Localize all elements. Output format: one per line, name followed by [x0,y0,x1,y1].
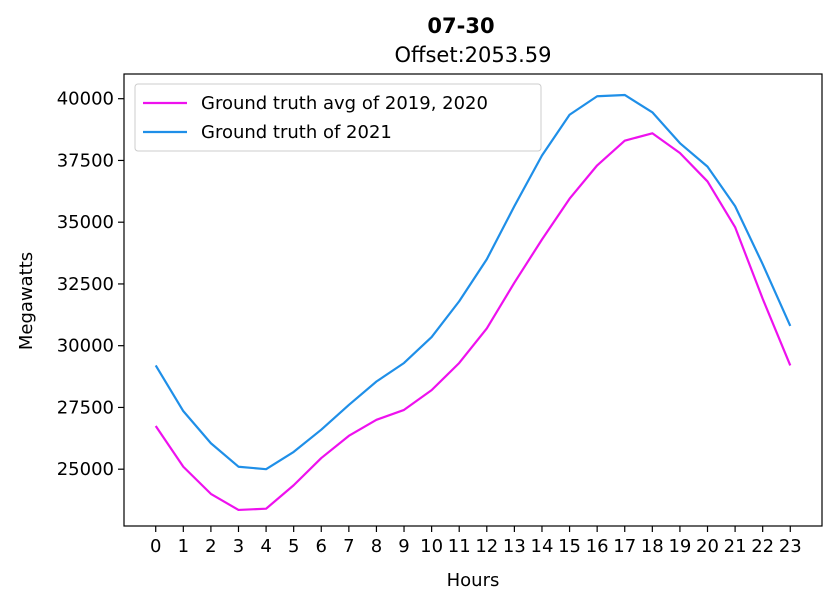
x-tick-label: 19 [668,536,691,557]
x-tick-label: 7 [343,536,354,557]
x-tick-label: 20 [696,536,719,557]
x-tick-label: 13 [503,536,526,557]
x-tick-label: 15 [558,536,581,557]
chart-subtitle: Offset:2053.59 [394,43,551,67]
x-tick-label: 11 [448,536,471,557]
series-lines [154,93,792,512]
x-tick-label: 8 [371,536,382,557]
x-tick-label: 16 [586,536,609,557]
x-tick-label: 12 [475,536,498,557]
x-tick-label: 5 [288,536,299,557]
x-axis: 0 1 2 3 4 5 6 7 8 9 10 11 12 13 14 15 16 17 18 19 20 21 22 23 [150,526,802,557]
y-tick-label: 40000 [57,89,114,110]
series-line-0 [154,132,792,512]
x-tick-label: 1 [178,536,189,557]
chart-title: 07-30 [427,14,494,38]
legend-label: Ground truth avg of 2019, 2020 [201,93,488,114]
x-tick-label: 3 [233,536,244,557]
x-tick-label: 18 [641,536,664,557]
x-tick-label: 17 [613,536,636,557]
x-axis-label: Hours [447,570,500,591]
x-tick-label: 23 [779,536,802,557]
y-tick-label: 27500 [57,397,114,418]
x-tick-label: 2 [205,536,216,557]
x-tick-label: 21 [724,536,747,557]
x-tick-label: 0 [150,536,161,557]
x-tick-label: 14 [531,536,554,557]
x-tick-label: 10 [420,536,443,557]
x-tick-label: 9 [398,536,409,557]
y-tick-label: 37500 [57,150,114,171]
y-tick-label: 30000 [57,336,114,357]
y-tick-label: 25000 [57,459,114,480]
y-tick-label: 32500 [57,274,114,295]
y-tick-label: 35000 [57,212,114,233]
legend: Ground truth avg of 2019, 2020 Ground tru… [134,83,542,152]
y-axis-label: Megawatts [16,252,37,350]
legend-label: Ground truth of 2021 [201,122,392,143]
legend-box [134,83,542,152]
y-axis: 25000 27500 30000 32500 35000 37500 40000 [57,89,124,480]
x-tick-label: 4 [260,536,271,557]
series-line-1 [154,93,792,471]
plot-area [123,73,823,527]
x-tick-label: 6 [316,536,327,557]
x-tick-label: 22 [751,536,774,557]
